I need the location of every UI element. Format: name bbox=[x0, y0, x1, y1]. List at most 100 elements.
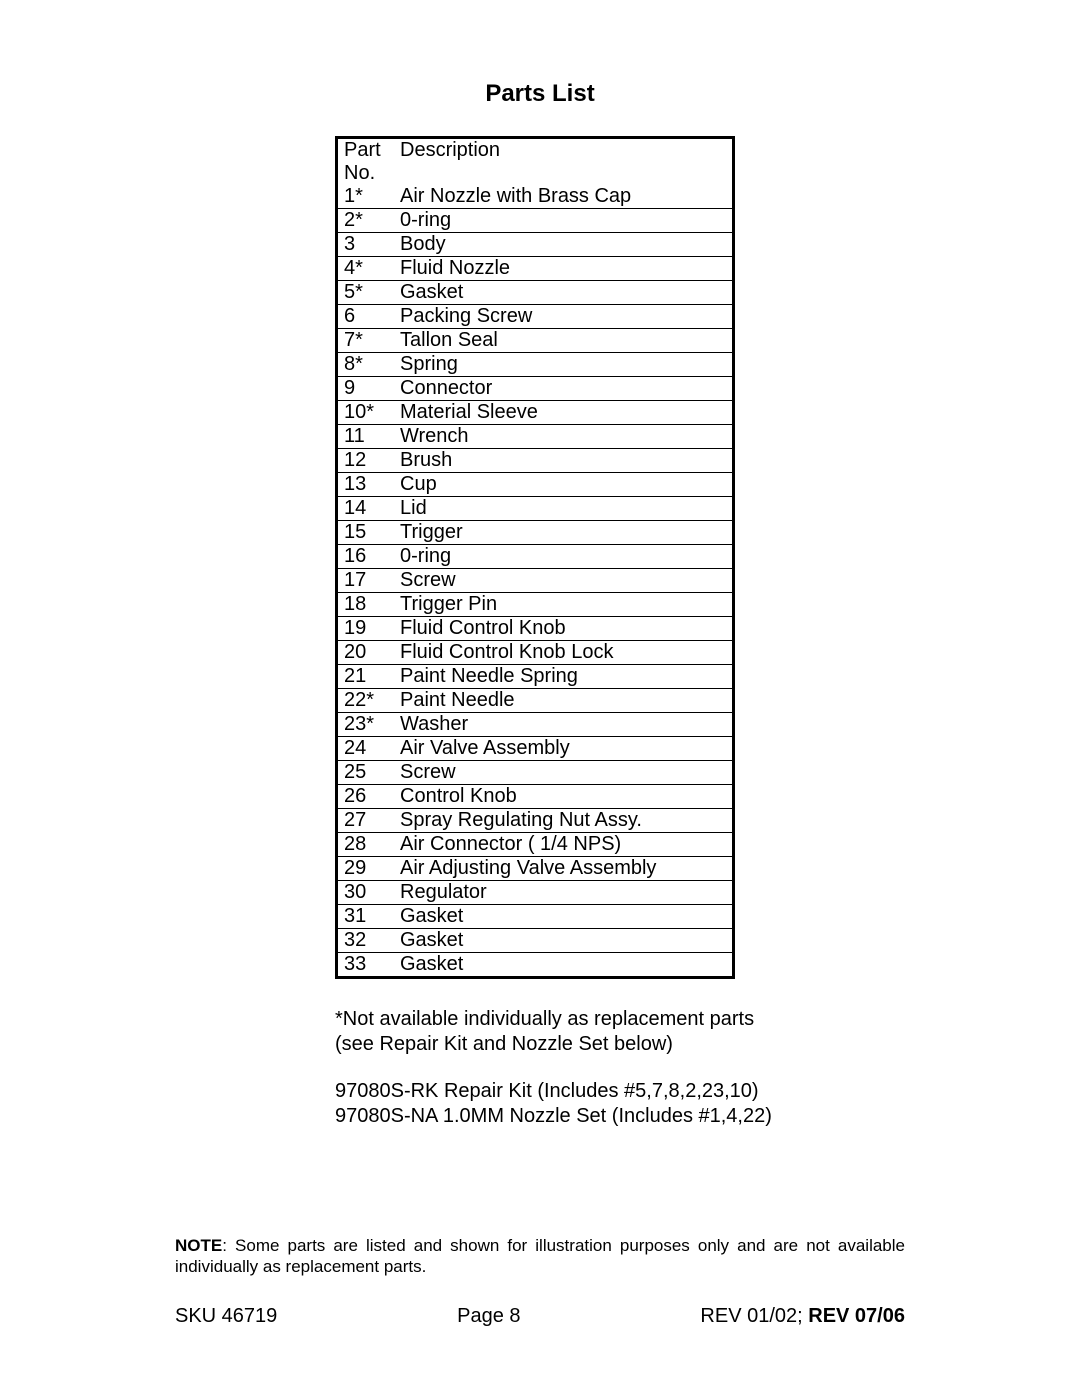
cell-description: Fluid Nozzle bbox=[398, 257, 732, 281]
table-row: 22*Paint Needle bbox=[338, 689, 732, 713]
cell-description: Tallon Seal bbox=[398, 329, 732, 353]
cell-description: Paint Needle Spring bbox=[398, 665, 732, 689]
cell-description: Fluid Control Knob Lock bbox=[398, 641, 732, 665]
table-row: 19Fluid Control Knob bbox=[338, 617, 732, 641]
cell-partno: 15 bbox=[338, 521, 398, 545]
cell-partno: 17 bbox=[338, 569, 398, 593]
cell-description: Lid bbox=[398, 497, 732, 521]
cell-partno: 21 bbox=[338, 665, 398, 689]
table-row: 30Regulator bbox=[338, 881, 732, 905]
cell-description: Spray Regulating Nut Assy. bbox=[398, 809, 732, 833]
table-row: 13Cup bbox=[338, 473, 732, 497]
parts-table-container: Part No. Description 1*Air Nozzle with B… bbox=[335, 136, 735, 979]
footnote-lead: NOTE bbox=[175, 1236, 222, 1255]
cell-description: Washer bbox=[398, 713, 732, 737]
table-row: 21Paint Needle Spring bbox=[338, 665, 732, 689]
notes-block: *Not available individually as replaceme… bbox=[335, 1007, 895, 1129]
cell-description: Air Valve Assembly bbox=[398, 737, 732, 761]
footnote-text: : Some parts are listed and shown for il… bbox=[175, 1236, 905, 1276]
cell-description: Spring bbox=[398, 353, 732, 377]
table-row: 6Packing Screw bbox=[338, 305, 732, 329]
cell-description: Air Adjusting Valve Assembly bbox=[398, 857, 732, 881]
table-row: 26Control Knob bbox=[338, 785, 732, 809]
footer-rev-prefix: REV 01/02; bbox=[700, 1305, 808, 1327]
table-row: 3Body bbox=[338, 233, 732, 257]
table-row: 25Screw bbox=[338, 761, 732, 785]
cell-description: Connector bbox=[398, 377, 732, 401]
cell-description: Cup bbox=[398, 473, 732, 497]
asterisk-note-line1: *Not available individually as replaceme… bbox=[335, 1008, 754, 1030]
cell-partno: 26 bbox=[338, 785, 398, 809]
page-title: Parts List bbox=[175, 80, 905, 108]
table-row: 14Lid bbox=[338, 497, 732, 521]
cell-description: Gasket bbox=[398, 281, 732, 305]
table-row: 4*Fluid Nozzle bbox=[338, 257, 732, 281]
footnote: NOTE: Some parts are listed and shown fo… bbox=[175, 1235, 905, 1278]
table-row: 5*Gasket bbox=[338, 281, 732, 305]
cell-partno: 4* bbox=[338, 257, 398, 281]
cell-description: Body bbox=[398, 233, 732, 257]
cell-description: Trigger Pin bbox=[398, 593, 732, 617]
table-row: 7* Tallon Seal bbox=[338, 329, 732, 353]
cell-partno: 22* bbox=[338, 689, 398, 713]
cell-description: Fluid Control Knob bbox=[398, 617, 732, 641]
table-row: 23*Washer bbox=[338, 713, 732, 737]
cell-description: Wrench bbox=[398, 425, 732, 449]
footer-sku: SKU 46719 bbox=[175, 1305, 277, 1328]
table-row: 27Spray Regulating Nut Assy. bbox=[338, 809, 732, 833]
cell-description: Air Connector ( 1/4 NPS) bbox=[398, 833, 732, 857]
cell-description: Regulator bbox=[398, 881, 732, 905]
cell-description: Material Sleeve bbox=[398, 401, 732, 425]
cell-description: Control Knob bbox=[398, 785, 732, 809]
cell-partno: 2* bbox=[338, 209, 398, 233]
kit-line1: 97080S-RK Repair Kit (Includes #5,7,8,2,… bbox=[335, 1080, 759, 1102]
table-row: 9Connector bbox=[338, 377, 732, 401]
table-row: 8*Spring bbox=[338, 353, 732, 377]
page-footer: SKU 46719 Page 8 REV 01/02; REV 07/06 bbox=[175, 1305, 905, 1328]
cell-partno: 28 bbox=[338, 833, 398, 857]
cell-partno: 6 bbox=[338, 305, 398, 329]
cell-partno: 11 bbox=[338, 425, 398, 449]
cell-description: Gasket bbox=[398, 905, 732, 929]
table-row: 12Brush bbox=[338, 449, 732, 473]
header-partno: Part No. bbox=[338, 139, 398, 185]
table-row: 28Air Connector ( 1/4 NPS) bbox=[338, 833, 732, 857]
table-row: 17Screw bbox=[338, 569, 732, 593]
cell-partno: 7* bbox=[338, 329, 398, 353]
table-row: 1*Air Nozzle with Brass Cap bbox=[338, 185, 732, 209]
cell-description: Gasket bbox=[398, 929, 732, 953]
cell-description: 0-ring bbox=[398, 209, 732, 233]
asterisk-note-line2: (see Repair Kit and Nozzle Set below) bbox=[335, 1033, 673, 1055]
cell-description: Gasket bbox=[398, 953, 732, 977]
table-row: 31Gasket bbox=[338, 905, 732, 929]
cell-partno: 24 bbox=[338, 737, 398, 761]
header-description: Description bbox=[398, 139, 732, 185]
cell-partno: 33 bbox=[338, 953, 398, 977]
cell-partno: 9 bbox=[338, 377, 398, 401]
footer-page: Page 8 bbox=[457, 1305, 520, 1328]
footer-rev-bold: REV 07/06 bbox=[808, 1305, 905, 1327]
cell-description: Packing Screw bbox=[398, 305, 732, 329]
cell-partno: 25 bbox=[338, 761, 398, 785]
cell-description: Brush bbox=[398, 449, 732, 473]
cell-description: 0-ring bbox=[398, 545, 732, 569]
cell-partno: 3 bbox=[338, 233, 398, 257]
cell-partno: 8* bbox=[338, 353, 398, 377]
table-header-row: Part No. Description bbox=[338, 139, 732, 185]
cell-description: Screw bbox=[398, 761, 732, 785]
cell-partno: 20 bbox=[338, 641, 398, 665]
cell-description: Paint Needle bbox=[398, 689, 732, 713]
cell-partno: 18 bbox=[338, 593, 398, 617]
cell-partno: 19 bbox=[338, 617, 398, 641]
cell-partno: 16 bbox=[338, 545, 398, 569]
parts-table: Part No. Description 1*Air Nozzle with B… bbox=[338, 139, 732, 976]
cell-description: Trigger bbox=[398, 521, 732, 545]
cell-partno: 14 bbox=[338, 497, 398, 521]
table-row: 160-ring bbox=[338, 545, 732, 569]
cell-partno: 32 bbox=[338, 929, 398, 953]
cell-partno: 10* bbox=[338, 401, 398, 425]
cell-partno: 5* bbox=[338, 281, 398, 305]
table-row: 33Gasket bbox=[338, 953, 732, 977]
table-row: 10*Material Sleeve bbox=[338, 401, 732, 425]
table-row: 20Fluid Control Knob Lock bbox=[338, 641, 732, 665]
